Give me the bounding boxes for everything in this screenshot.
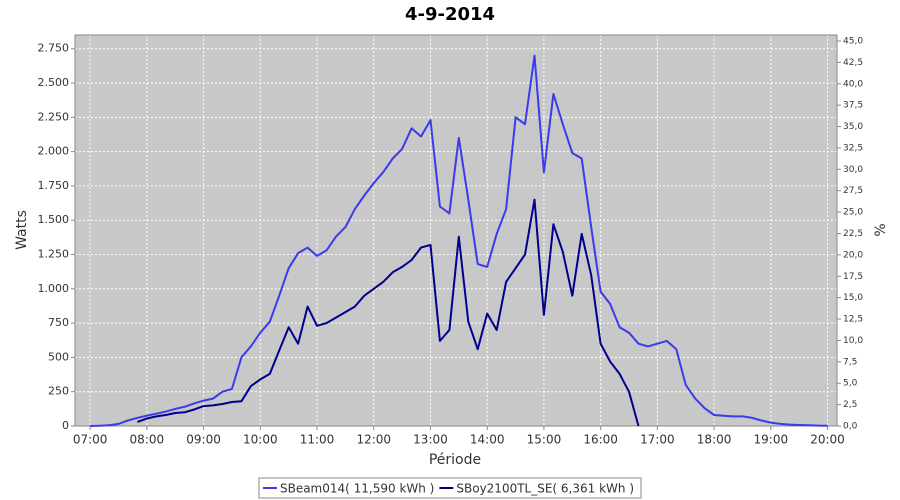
y-tick-label: 750: [48, 316, 69, 329]
y2-tick-label: 45,0: [843, 36, 863, 46]
y2-tick-label: 0,0: [843, 422, 858, 432]
legend-label: SBeam014( 11,590 kWh ): [280, 482, 434, 496]
plot-background: [75, 35, 837, 426]
y2-tick-label: 27,5: [843, 186, 863, 196]
y2-tick-label: 42,5: [843, 58, 863, 68]
y-axis-title: Watts: [14, 210, 30, 250]
x-tick-label: 08:00: [130, 433, 165, 447]
y-tick-label: 0: [62, 419, 69, 432]
y2-tick-label: 37,5: [843, 101, 863, 111]
y-tick-label: 2.250: [38, 110, 70, 123]
legend-label: SBoy2100TL_SE( 6,361 kWh ): [456, 482, 634, 496]
x-tick-label: 09:00: [186, 433, 221, 447]
y-tick-label: 2.000: [38, 145, 70, 158]
x-tick-label: 17:00: [640, 433, 675, 447]
x-tick-label: 10:00: [243, 433, 278, 447]
y2-tick-label: 32,5: [843, 143, 863, 153]
y-tick-label: 1.500: [38, 213, 70, 226]
y2-tick-label: 15,0: [843, 293, 863, 303]
y-tick-label: 1.000: [38, 282, 70, 295]
y2-tick-label: 2,5: [843, 400, 857, 410]
y2-tick-label: 22,5: [843, 229, 863, 239]
y2-axis-title: %: [873, 223, 889, 236]
y2-tick-label: 40,0: [843, 79, 863, 89]
plot-border: [74, 34, 838, 427]
chart-title: 4-9-2014: [405, 4, 495, 25]
x-tick-label: 14:00: [470, 433, 505, 447]
y2-tick-label: 5,0: [843, 379, 858, 389]
x-tick-label: 13:00: [413, 433, 448, 447]
y-tick-label: 1.750: [38, 179, 70, 192]
y-tick-label: 1.250: [38, 248, 70, 261]
x-axis-title: Période: [429, 452, 481, 468]
y2-tick-label: 30,0: [843, 165, 863, 175]
y-tick-label: 500: [48, 350, 69, 363]
y2-tick-label: 10,0: [843, 336, 863, 346]
legend: SBeam014( 11,590 kWh ) SBoy2100TL_SE( 6,3…: [258, 477, 642, 499]
y2-tick-label: 20,0: [843, 250, 863, 260]
x-tick-label: 12:00: [356, 433, 391, 447]
x-tick-label: 18:00: [697, 433, 732, 447]
y2-tick-label: 35,0: [843, 122, 863, 132]
x-tick-label: 16:00: [583, 433, 618, 447]
series-line: [90, 54, 828, 427]
y-tick-label: 250: [48, 385, 69, 398]
y2-tick-label: 7,5: [843, 357, 857, 367]
x-tick-label: 11:00: [300, 433, 335, 447]
y2-tick-label: 17,5: [843, 272, 863, 282]
y2-tick-label: 12,5: [843, 315, 863, 325]
x-tick-label: 07:00: [73, 433, 108, 447]
x-tick-label: 19:00: [754, 433, 789, 447]
x-tick-label: 20:00: [810, 433, 845, 447]
series-line: [137, 198, 640, 427]
y2-tick-label: 25,0: [843, 208, 863, 218]
y-tick-label: 2.750: [38, 42, 70, 55]
x-tick-label: 15:00: [527, 433, 562, 447]
y-tick-label: 2.500: [38, 76, 70, 89]
